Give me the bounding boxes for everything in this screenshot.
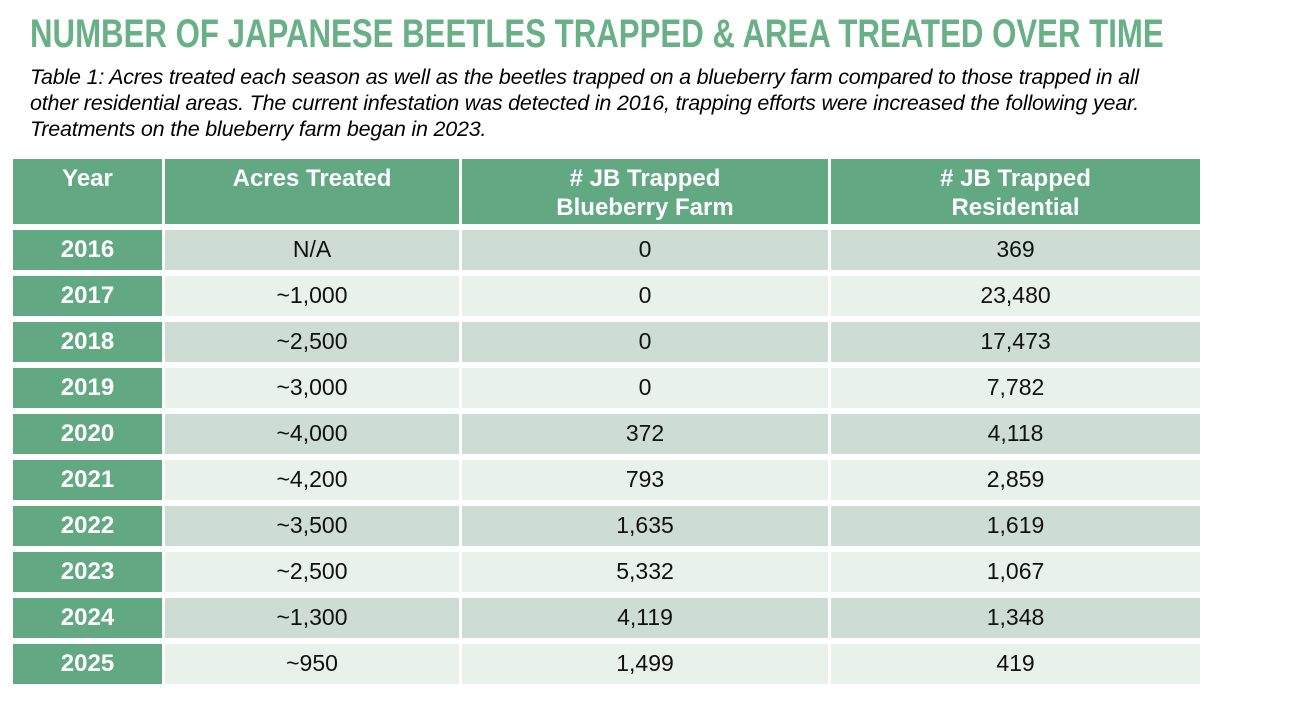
table-row: 2019 ~3,000 0 7,782 [13,367,1200,414]
table-row: 2017 ~1,000 0 23,480 [13,275,1200,322]
year-cell: 2018 [13,321,165,368]
header-row: Year Acres Treated # JB Trapped Blueberr… [13,158,1200,230]
acres-treated-cell: ~4,000 [165,413,462,460]
column-header-jb-trapped-blueberry-farm: # JB Trapped Blueberry Farm [462,158,831,230]
residential-trapped-cell: 7,782 [831,367,1200,414]
acres-treated-cell: ~1,300 [165,597,462,644]
blueberry-trapped-cell: 4,119 [462,597,831,644]
residential-trapped-cell: 369 [831,229,1200,276]
year-cell: 2024 [13,597,165,644]
residential-trapped-cell: 2,859 [831,459,1200,506]
blueberry-trapped-cell: 5,332 [462,551,831,598]
column-header-year: Year [13,158,165,230]
blueberry-trapped-cell: 0 [462,275,831,322]
table-row: 2025 ~950 1,499 419 [13,643,1200,690]
acres-treated-cell: ~4,200 [165,459,462,506]
acres-treated-cell: ~2,500 [165,321,462,368]
blueberry-trapped-cell: 1,635 [462,505,831,552]
column-header-jb-trapped-residential: # JB Trapped Residential [831,158,1200,230]
acres-treated-cell: N/A [165,229,462,276]
blueberry-trapped-cell: 0 [462,321,831,368]
year-cell: 2023 [13,551,165,598]
page-title: NUMBER OF JAPANESE BEETLES TRAPPED & ARE… [30,12,1164,56]
blueberry-trapped-cell: 1,499 [462,643,831,690]
table-row: 2020 ~4,000 372 4,118 [13,413,1200,460]
table-body: 2016 N/A 0 369 2017 ~1,000 0 23,480 2018… [13,229,1200,690]
residential-trapped-cell: 23,480 [831,275,1200,322]
table-row: 2016 N/A 0 369 [13,229,1200,276]
blueberry-trapped-cell: 0 [462,367,831,414]
column-header-acres-treated: Acres Treated [165,158,462,230]
blueberry-trapped-cell: 372 [462,413,831,460]
blueberry-trapped-cell: 0 [462,229,831,276]
year-cell: 2017 [13,275,165,322]
residential-trapped-cell: 1,619 [831,505,1200,552]
year-cell: 2020 [13,413,165,460]
table-header: Year Acres Treated # JB Trapped Blueberr… [13,158,1200,230]
table-row: 2024 ~1,300 4,119 1,348 [13,597,1200,644]
acres-treated-cell: ~2,500 [165,551,462,598]
residential-trapped-cell: 17,473 [831,321,1200,368]
residential-trapped-cell: 1,067 [831,551,1200,598]
acres-treated-cell: ~950 [165,643,462,690]
table-row: 2018 ~2,500 0 17,473 [13,321,1200,368]
year-cell: 2016 [13,229,165,276]
data-table: Year Acres Treated # JB Trapped Blueberr… [13,158,1200,690]
residential-trapped-cell: 4,118 [831,413,1200,460]
table-caption: Table 1: Acres treated each season as we… [30,65,1140,142]
year-cell: 2021 [13,459,165,506]
year-cell: 2019 [13,367,165,414]
residential-trapped-cell: 1,348 [831,597,1200,644]
residential-trapped-cell: 419 [831,643,1200,690]
year-cell: 2022 [13,505,165,552]
acres-treated-cell: ~3,500 [165,505,462,552]
blueberry-trapped-cell: 793 [462,459,831,506]
year-cell: 2025 [13,643,165,690]
table-row: 2021 ~4,200 793 2,859 [13,459,1200,506]
table-row: 2023 ~2,500 5,332 1,067 [13,551,1200,598]
acres-treated-cell: ~3,000 [165,367,462,414]
table-row: 2022 ~3,500 1,635 1,619 [13,505,1200,552]
acres-treated-cell: ~1,000 [165,275,462,322]
